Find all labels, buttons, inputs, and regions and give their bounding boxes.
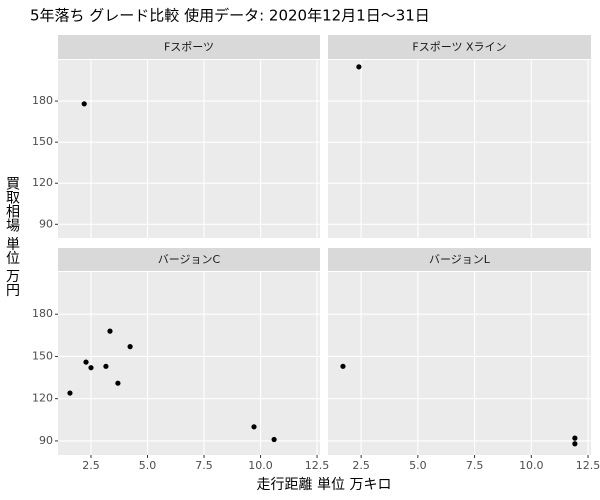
x-tick-label: 12.5 [305, 459, 330, 472]
point [572, 435, 578, 441]
x-tick-label: 5.0 [409, 459, 427, 472]
point [340, 363, 346, 369]
panel-background [58, 272, 320, 455]
x-tick-label: 10.0 [519, 459, 544, 472]
point [356, 64, 362, 70]
strip [58, 35, 320, 59]
panel-background [328, 272, 591, 455]
y-tick-label: 180 [32, 94, 53, 107]
y-axis-label: 買取相場 単位 万円 [4, 176, 20, 297]
point [251, 424, 257, 430]
y-tick-label: 120 [32, 392, 53, 405]
strip-label: Fスポーツ Xライン [412, 41, 506, 54]
strip [328, 248, 591, 271]
strip-label: バージョンL [429, 253, 491, 266]
y-tick-label: 90 [39, 434, 53, 447]
point [572, 441, 578, 447]
strip-label: Fスポーツ [164, 41, 214, 54]
strip [328, 35, 591, 59]
point [81, 101, 87, 107]
x-tick-label: 7.5 [466, 459, 484, 472]
point [127, 344, 133, 350]
y-tick-label: 120 [32, 176, 53, 189]
y-tick-label: 90 [39, 217, 53, 230]
x-tick-label: 5.0 [139, 459, 157, 472]
x-tick-label: 2.5 [82, 459, 100, 472]
y-tick-label: 180 [32, 307, 53, 320]
panel-background [58, 60, 320, 238]
point [88, 365, 94, 371]
point [67, 390, 73, 396]
x-tick-label: 7.5 [195, 459, 213, 472]
x-tick-label: 10.0 [248, 459, 273, 472]
y-tick-label: 150 [32, 135, 53, 148]
x-tick-label: 2.5 [352, 459, 370, 472]
point [271, 436, 277, 443]
chart-title: 5年落ち グレード比較 使用データ: 2020年12月1日～31日 [30, 7, 430, 25]
panel-background [328, 60, 591, 238]
x-axis-label: 走行距離 単位 万キロ [257, 476, 392, 493]
point [103, 363, 109, 369]
point [115, 380, 121, 386]
point [83, 359, 89, 365]
y-tick-label: 150 [32, 349, 53, 362]
x-tick-label: 12.5 [576, 459, 600, 472]
point [107, 328, 113, 334]
strip [58, 248, 320, 271]
strip-label: バージョンC [158, 253, 221, 266]
